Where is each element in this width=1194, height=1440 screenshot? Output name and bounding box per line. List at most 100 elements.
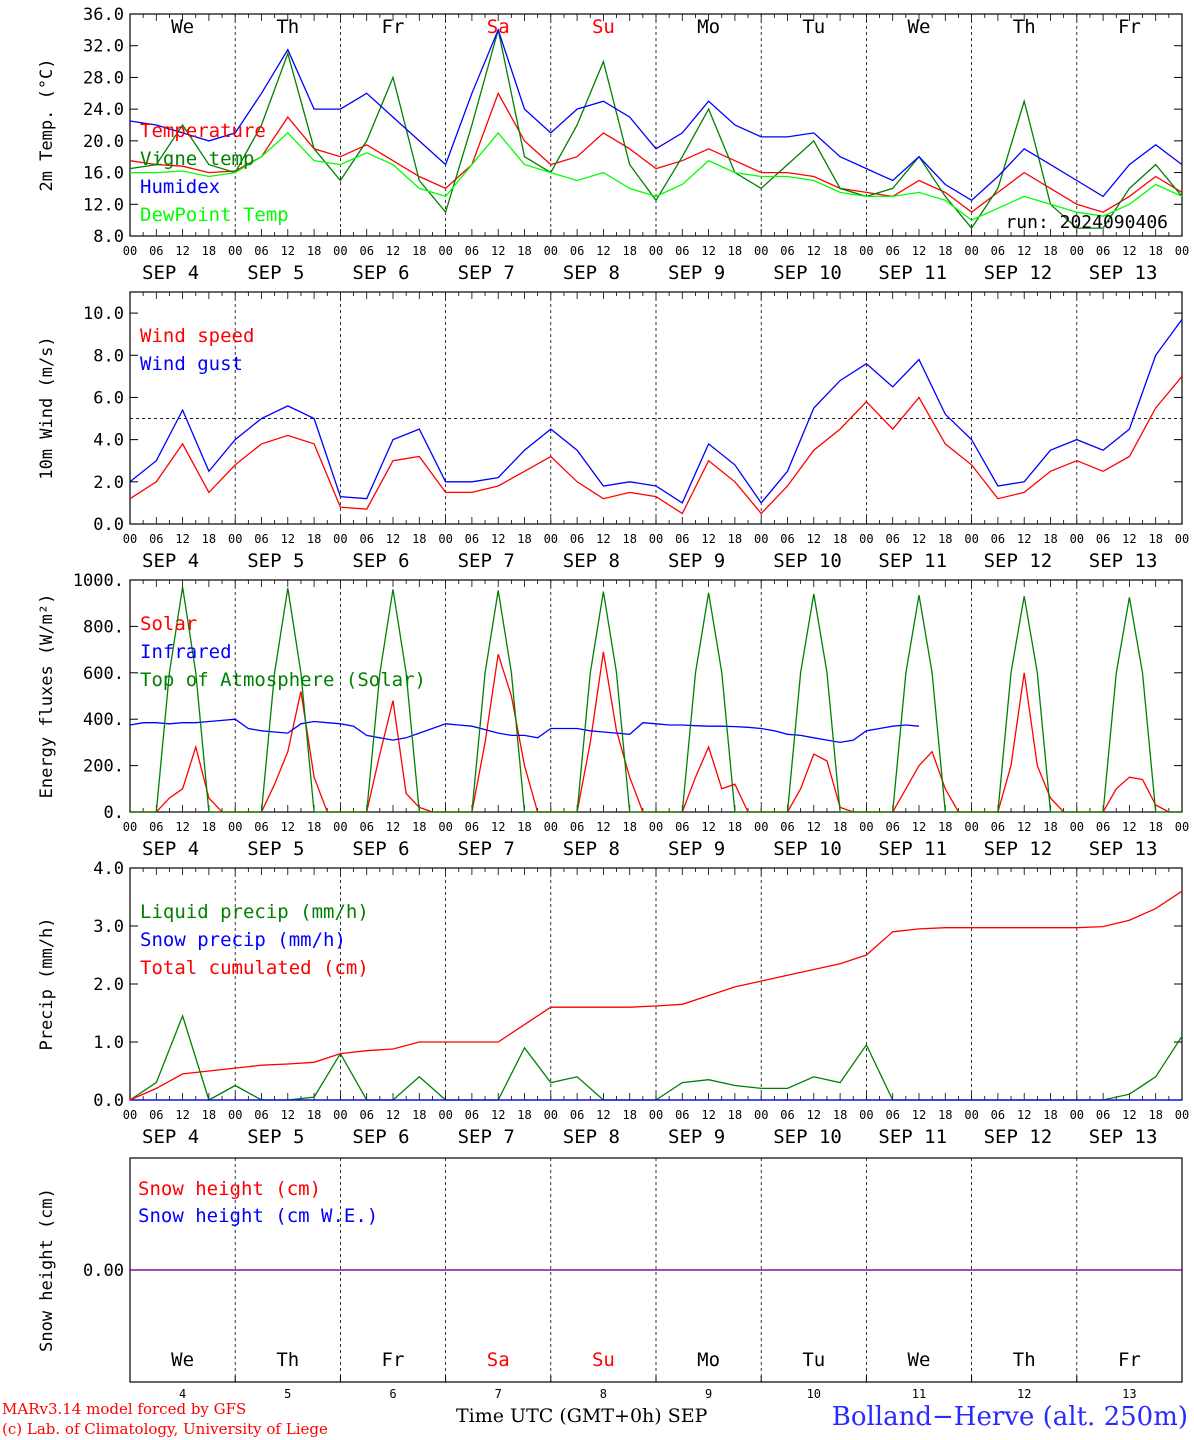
day-name: We <box>908 16 931 38</box>
hour-label: 00 <box>859 244 873 258</box>
hour-label: 12 <box>175 820 189 834</box>
date-label: SEP 4 <box>142 550 199 572</box>
hour-label: 06 <box>465 820 479 834</box>
hour-label: 12 <box>596 1108 610 1122</box>
hour-label: 18 <box>833 820 847 834</box>
hour-label: 12 <box>701 532 715 546</box>
hour-label: 06 <box>254 1108 268 1122</box>
hour-label: 00 <box>438 244 452 258</box>
day-name: Su <box>592 1349 615 1371</box>
date-label: SEP 7 <box>458 1126 515 1148</box>
hour-label: 18 <box>728 1108 742 1122</box>
hour-label: 00 <box>859 532 873 546</box>
hour-label: 18 <box>307 1108 321 1122</box>
run-label: run: 2024090406 <box>1005 212 1168 233</box>
y-axis-label: Snow height (cm) <box>37 1188 57 1352</box>
series-line <box>129 91 1183 214</box>
series-line <box>130 131 1183 221</box>
y-tick-label: 2.0 <box>93 473 124 493</box>
hour-label: 06 <box>149 1108 163 1122</box>
hour-label: 18 <box>833 532 847 546</box>
hour-label: 06 <box>675 532 689 546</box>
hour-label: 12 <box>596 244 610 258</box>
date-label: SEP 13 <box>1089 838 1158 860</box>
day-name: Sa <box>487 1349 510 1371</box>
hour-label: 18 <box>1148 1108 1162 1122</box>
hour-label: 12 <box>807 1108 821 1122</box>
date-label: SEP 13 <box>1089 262 1158 284</box>
date-label: SEP 10 <box>773 1126 842 1148</box>
hour-label: 12 <box>912 532 926 546</box>
series-line <box>129 1013 1183 1101</box>
hour-label: 12 <box>491 820 505 834</box>
hour-label: 06 <box>359 244 373 258</box>
hour-label: 06 <box>570 820 584 834</box>
hour-label: 12 <box>175 1108 189 1122</box>
hour-label: 06 <box>570 1108 584 1122</box>
hour-label: 18 <box>202 532 216 546</box>
date-label: SEP 11 <box>878 550 947 572</box>
y-axis-label: 2m Temp. (°C) <box>37 58 57 191</box>
hour-label: 06 <box>885 820 899 834</box>
day-name: Th <box>276 16 299 38</box>
y-tick-label: 200. <box>83 757 124 777</box>
y-tick-label: 0.0 <box>93 515 124 535</box>
hour-label: 18 <box>938 820 952 834</box>
hour-label: 12 <box>491 244 505 258</box>
day-name: Su <box>592 16 615 38</box>
day-name: Th <box>276 1349 299 1371</box>
date-label: SEP 6 <box>352 1126 409 1148</box>
day-number: 9 <box>705 1387 712 1401</box>
hour-label: 18 <box>1043 820 1057 834</box>
hour-label: 00 <box>754 244 768 258</box>
hour-label: 18 <box>1148 244 1162 258</box>
hour-label: 12 <box>701 1108 715 1122</box>
hour-label: 00 <box>438 820 452 834</box>
hour-label: 06 <box>1096 244 1110 258</box>
hour-label: 00 <box>964 244 978 258</box>
hour-label: 06 <box>149 532 163 546</box>
date-label: SEP 7 <box>458 262 515 284</box>
hour-label: 06 <box>675 244 689 258</box>
day-name: We <box>171 16 194 38</box>
panel-2: 0.0 2.0 4.0 6.0 8.0 10.0 10m Wind (m/s) Wind sp… <box>37 291 1189 572</box>
hour-label: 12 <box>701 244 715 258</box>
hour-label: 18 <box>622 532 636 546</box>
hour-label: 12 <box>281 532 295 546</box>
y-tick-label: 0.00 <box>83 1261 124 1281</box>
hour-label: 00 <box>649 244 663 258</box>
panel-4: 0.0 1.0 2.0 3.0 4.0 Precip (mm/h) Liquid preci… <box>37 859 1189 1148</box>
hour-label: 00 <box>123 820 137 834</box>
date-label: SEP 11 <box>878 262 947 284</box>
hour-label: 00 <box>544 532 558 546</box>
series-line <box>129 319 1183 504</box>
hour-label: 12 <box>1122 1108 1136 1122</box>
hour-label: 00 <box>438 532 452 546</box>
day-name: Tu <box>802 16 825 38</box>
hour-label: 06 <box>991 244 1005 258</box>
hour-label: 12 <box>596 532 610 546</box>
hour-label: 06 <box>675 1108 689 1122</box>
hour-label: 00 <box>333 244 347 258</box>
hour-label: 06 <box>780 820 794 834</box>
hour-label: 18 <box>938 244 952 258</box>
hour-label: 00 <box>649 820 663 834</box>
series-line <box>129 29 1183 230</box>
hour-label: 06 <box>465 1108 479 1122</box>
hour-label: 06 <box>780 1108 794 1122</box>
date-label: SEP 12 <box>984 838 1053 860</box>
hour-label: 06 <box>1096 820 1110 834</box>
date-label: SEP 12 <box>984 1126 1053 1148</box>
legend-entry: Total cumulated (cm) <box>140 957 369 979</box>
hour-label: 06 <box>885 1108 899 1122</box>
legend-entry: Vigne temp <box>140 148 254 170</box>
date-label: SEP 12 <box>984 262 1053 284</box>
y-tick-label: 1000. <box>73 571 124 591</box>
hour-label: 06 <box>991 820 1005 834</box>
hour-label: 12 <box>281 1108 295 1122</box>
date-label: SEP 9 <box>668 1126 725 1148</box>
hour-label: 12 <box>1122 532 1136 546</box>
station-name: Bolland−Herve (alt. 250m) <box>831 1402 1188 1432</box>
hour-label: 00 <box>438 1108 452 1122</box>
series-line <box>129 890 1183 1101</box>
